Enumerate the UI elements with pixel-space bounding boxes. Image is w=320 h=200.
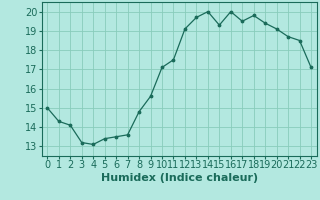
X-axis label: Humidex (Indice chaleur): Humidex (Indice chaleur) [100, 173, 258, 183]
